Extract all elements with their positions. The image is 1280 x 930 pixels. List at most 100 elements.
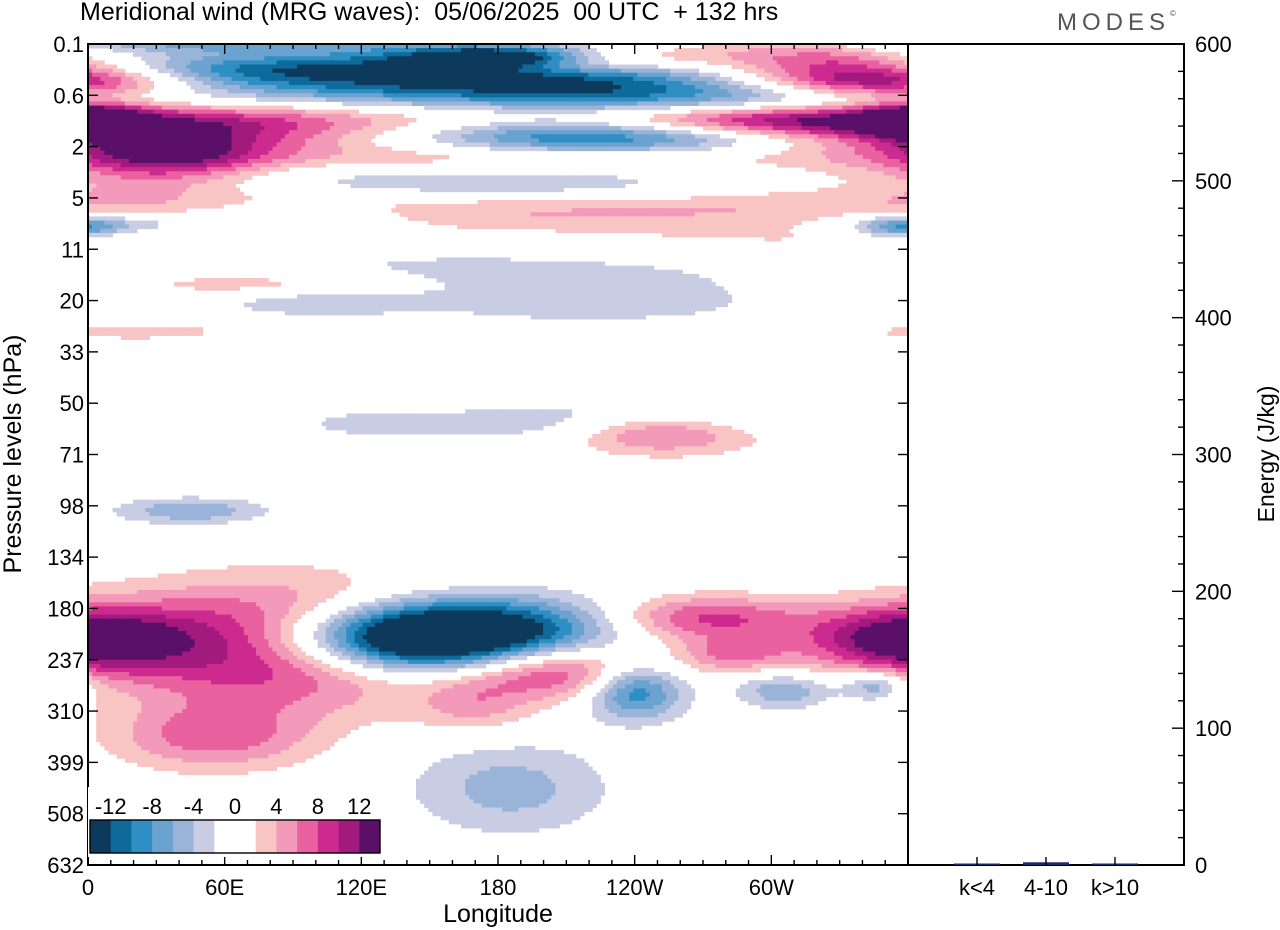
field-cell (543, 85, 548, 90)
field-cell (440, 48, 446, 53)
field-cell (108, 163, 113, 168)
field-cell (797, 163, 802, 168)
field-cell (502, 64, 507, 70)
field-cell (239, 44, 245, 49)
field-cell (551, 44, 556, 49)
field-cell (629, 134, 634, 139)
field-cell (129, 126, 134, 131)
field-cell (370, 48, 376, 53)
field-cell (764, 44, 769, 49)
field-cell (563, 52, 569, 57)
field-cell (383, 48, 388, 53)
field-cell (301, 158, 306, 164)
field-cell (182, 171, 187, 176)
field-cell (350, 85, 355, 90)
field-cell (547, 130, 552, 135)
field-cell (711, 109, 716, 115)
field-cell (567, 68, 573, 74)
field-cell (834, 52, 839, 57)
field-cell (329, 97, 335, 102)
field-cell (653, 97, 659, 102)
field-cell (846, 60, 851, 65)
field-cell (129, 150, 134, 156)
field-cell (379, 44, 384, 49)
field-cell (252, 154, 257, 160)
field-cell (375, 64, 380, 70)
field-cell (809, 142, 815, 148)
field-cell (789, 146, 794, 152)
field-cell (735, 97, 741, 102)
field-cell (559, 126, 564, 131)
field-cell (551, 109, 556, 115)
field-cell (198, 52, 204, 57)
field-cell (153, 163, 159, 168)
field-cell (190, 56, 195, 61)
field-cell (317, 130, 323, 135)
field-cell (608, 101, 614, 106)
field-cell (772, 56, 778, 61)
field-cell (370, 142, 376, 148)
field-cell (137, 138, 142, 143)
field-cell (563, 48, 569, 53)
field-cell (498, 89, 503, 94)
field-cell (301, 89, 306, 94)
field-cell (846, 117, 851, 123)
field-cell (842, 56, 847, 61)
field-cell (407, 158, 413, 164)
field-cell (871, 158, 876, 164)
field-cell (612, 80, 618, 86)
field-cell (284, 97, 290, 102)
field-cell (264, 138, 269, 143)
field-cell (141, 138, 146, 143)
field-cell (522, 109, 528, 115)
field-cell (375, 76, 380, 82)
field-cell (596, 68, 601, 74)
field-cell (354, 134, 359, 139)
field-cell (686, 142, 692, 148)
field-cell (92, 89, 97, 94)
field-cell (727, 113, 733, 119)
field-cell (731, 80, 737, 86)
field-cell (903, 113, 908, 119)
field-cell (112, 154, 118, 160)
field-cell (748, 52, 753, 57)
field-cell (432, 52, 437, 57)
field-cell (543, 80, 548, 86)
field-cell (518, 89, 523, 94)
field-cell (276, 154, 282, 160)
field-cell (165, 146, 171, 152)
field-cell (805, 52, 810, 57)
field-cell (432, 105, 437, 111)
field-cell (785, 154, 790, 160)
field-cell (321, 142, 327, 148)
field-cell (420, 56, 425, 61)
field-cell (891, 93, 897, 98)
field-cell (268, 113, 273, 119)
field-cell (678, 134, 683, 139)
field-cell (276, 80, 282, 86)
field-cell (514, 48, 519, 53)
field-cell (489, 134, 495, 139)
field-cell (182, 72, 187, 78)
field-cell (670, 85, 675, 90)
field-cell (145, 175, 150, 180)
field-cell (571, 130, 577, 135)
field-cell (809, 150, 815, 156)
field-cell (334, 48, 339, 53)
field-cell (813, 89, 819, 94)
field-cell (120, 76, 126, 82)
field-cell (862, 126, 868, 131)
field-cell (481, 138, 487, 143)
field-cell (124, 113, 130, 119)
field-cell (871, 56, 876, 61)
field-cell (530, 80, 536, 86)
field-cell (633, 126, 638, 131)
field-cell (465, 44, 470, 49)
field-cell (715, 72, 720, 78)
field-cell (149, 142, 154, 148)
field-cell (432, 68, 437, 74)
field-cell (112, 158, 118, 164)
field-cell (858, 97, 864, 102)
field-cell (809, 56, 815, 61)
field-cell (354, 68, 359, 74)
